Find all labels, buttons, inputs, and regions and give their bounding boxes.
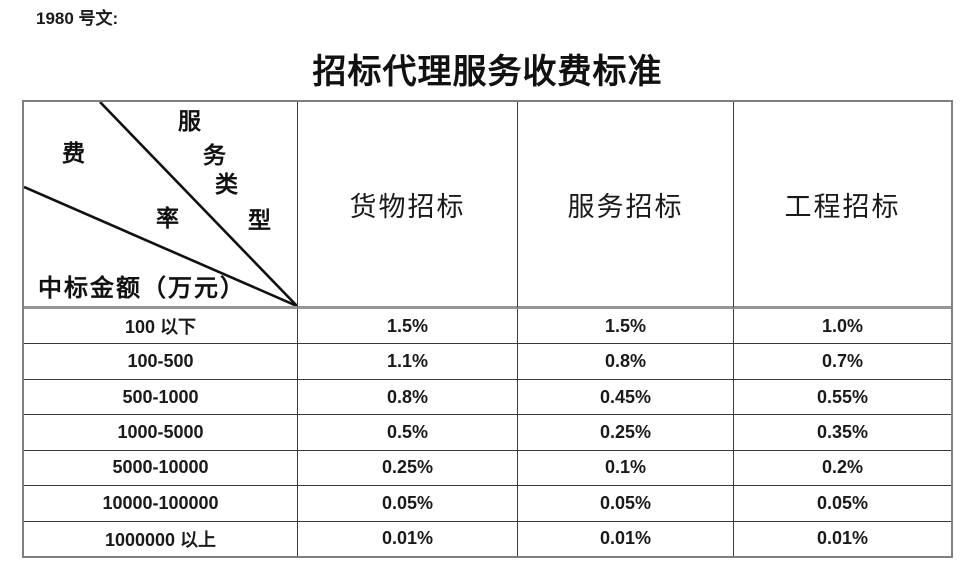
fee-table-container: 服 务 类 型 费 率 中标金额（万元） 货物招标 服务招标 工程招标 100 …	[22, 100, 953, 558]
fee-value-cell: 0.2%	[733, 449, 951, 486]
table-row: 100-500 1.1% 0.8% 0.7%	[24, 343, 951, 379]
fee-value-cell: 0.05%	[297, 485, 517, 521]
corner-char-service-3: 类	[215, 171, 240, 198]
fee-value-cell: 0.01%	[733, 520, 951, 556]
fee-value-cell: 0.01%	[297, 520, 517, 556]
diagonal-lines	[24, 102, 297, 306]
fee-value-cell: 0.1%	[517, 449, 733, 486]
table-header-row: 服 务 类 型 费 率 中标金额（万元） 货物招标 服务招标 工程招标	[24, 102, 951, 309]
corner-header-cell: 服 务 类 型 费 率 中标金额（万元）	[24, 102, 297, 309]
corner-char-service-4: 型	[248, 207, 273, 234]
row-label-cell: 1000000 以上	[24, 520, 297, 556]
table-row: 5000-10000 0.25% 0.1% 0.2%	[24, 449, 951, 486]
row-label-cell: 10000-100000	[24, 485, 297, 521]
fee-value-cell: 0.25%	[297, 449, 517, 486]
col-header-engineering-bidding: 工程招标	[733, 102, 951, 309]
table-row: 1000000 以上 0.01% 0.01% 0.01%	[24, 520, 951, 556]
row-label-cell: 100 以下	[24, 309, 297, 344]
doc-number-label: 1980 号文:	[36, 9, 119, 28]
corner-char-service-1: 服	[178, 108, 203, 135]
page-title: 招标代理服务收费标准	[312, 52, 663, 92]
corner-char-fee-2: 率	[156, 205, 181, 232]
row-label-cell: 500-1000	[24, 378, 297, 415]
table-row: 500-1000 0.8% 0.45% 0.55%	[24, 378, 951, 415]
fee-value-cell: 1.0%	[733, 309, 951, 344]
fee-value-cell: 0.8%	[517, 343, 733, 379]
fee-value-cell: 1.5%	[297, 309, 517, 344]
fee-value-cell: 0.05%	[733, 485, 951, 521]
col-header-service-bidding: 服务招标	[517, 102, 733, 309]
fee-value-cell: 0.7%	[733, 343, 951, 379]
fee-value-cell: 0.05%	[517, 485, 733, 521]
corner-char-service-2: 务	[203, 142, 228, 169]
fee-value-cell: 0.8%	[297, 378, 517, 415]
fee-value-cell: 1.5%	[517, 309, 733, 344]
fee-value-cell: 0.55%	[733, 378, 951, 415]
corner-char-fee-1: 费	[62, 140, 87, 167]
fee-value-cell: 0.35%	[733, 414, 951, 450]
row-label-cell: 1000-5000	[24, 414, 297, 450]
fee-value-cell: 1.1%	[297, 343, 517, 379]
table-row: 10000-100000 0.05% 0.05% 0.05%	[24, 485, 951, 521]
corner-bottom-label: 中标金额（万元）	[38, 273, 246, 302]
fee-value-cell: 0.45%	[517, 378, 733, 415]
fee-value-cell: 0.5%	[297, 414, 517, 450]
table-row: 100 以下 1.5% 1.5% 1.0%	[24, 309, 951, 344]
row-label-cell: 100-500	[24, 343, 297, 379]
fee-table: 服 务 类 型 费 率 中标金额（万元） 货物招标 服务招标 工程招标 100 …	[24, 102, 951, 556]
fee-value-cell: 0.01%	[517, 520, 733, 556]
row-label-cell: 5000-10000	[24, 449, 297, 486]
col-header-goods-bidding: 货物招标	[297, 102, 517, 309]
table-row: 1000-5000 0.5% 0.25% 0.35%	[24, 414, 951, 450]
fee-value-cell: 0.25%	[517, 414, 733, 450]
